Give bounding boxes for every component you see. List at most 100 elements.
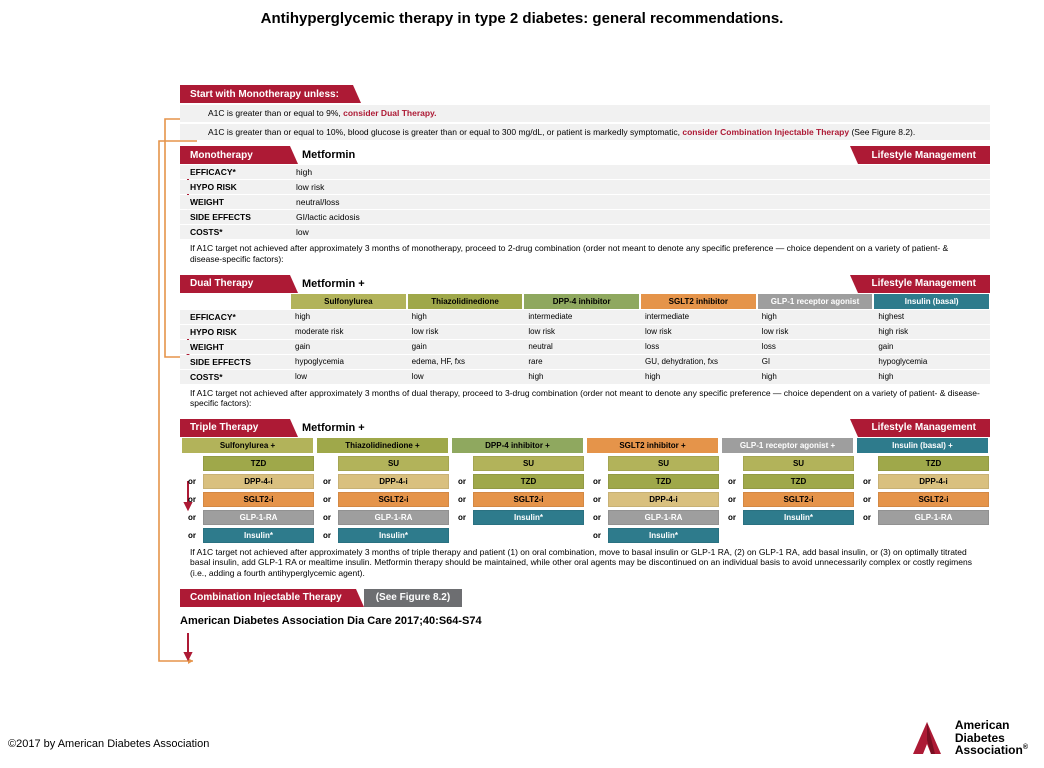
triple-pill: SU [338,456,449,471]
mono-row: COSTS*low [180,225,990,239]
triple-pill: GLP-1-RA [203,510,314,525]
dual-cell: highest [874,310,989,324]
dual-cell: hypoglycemia [874,355,989,369]
or-label: or [856,513,878,522]
triple-pill: Insulin* [473,510,584,525]
triple-chip: orGLP-1-RA [181,510,314,525]
triple-chip: orSGLT2-i [856,492,989,507]
mono-note: If A1C target not achieved after approxi… [180,239,990,268]
triple-row: orInsulin*orInsulin*orInsulin* [180,526,990,543]
mono-drug: Metformin [290,146,367,164]
or-label: or [316,495,338,504]
or-label: or [586,477,608,486]
dual-cell: edema, HF, fxs [408,355,523,369]
start-bullet-2: A1C is greater than or equal to 10%, blo… [180,124,990,141]
or-label: or [451,495,473,504]
triple-pill: GLP-1-RA [338,510,449,525]
triple-chip: orSGLT2-i [316,492,449,507]
triple-col-head: DPP-4 inhibitor + [452,438,583,453]
ada-logo-icon [907,718,947,758]
dual-cell: rare [524,355,639,369]
mono-row-value: neutral/loss [290,195,990,209]
bullet2a: A1C is greater than or equal to 10%, blo… [208,127,682,137]
citation: American Diabetes Association Dia Care 2… [180,615,990,627]
triple-chip: SU [451,456,584,471]
dual-cell: low [291,370,406,384]
triple-chip: orDPP-4-i [856,474,989,489]
dual-cell: high [758,370,873,384]
or-label: or [316,531,338,540]
triple-head-row: Sulfonylurea +Thiazolidinedione +DPP-4 i… [180,438,990,453]
triple-base: Metformin + [290,419,377,437]
triple-pill: SGLT2-i [743,492,854,507]
triple-note: If A1C target not achieved after approxi… [180,543,990,583]
logo3: Association [955,743,1023,757]
ada-logo-text: American Diabetes Association® [955,719,1028,757]
triple-row: TZDSUSUSUSUTZD [180,454,990,471]
bullet1a: A1C is greater than or equal to 9%, [208,108,343,118]
triple-col-head: SGLT2 inhibitor + [587,438,718,453]
triple-chip: SU [721,456,854,471]
triple-pill: TZD [878,456,989,471]
or-label: or [586,531,608,540]
dual-cell: loss [758,340,873,354]
triple-pill: SGLT2-i [878,492,989,507]
dual-cell: loss [641,340,756,354]
dual-row-label: SIDE EFFECTS [180,355,290,369]
triple-lifestyle: Lifestyle Management [858,419,990,437]
triple-col-head: GLP-1 receptor agonist + [722,438,853,453]
start-header: Start with Monotherapy unless: [180,85,990,103]
dual-cell: intermediate [524,310,639,324]
bullet1b: consider Dual Therapy. [343,108,436,118]
dual-drug-chip: Insulin (basal) [874,294,989,309]
triple-pill: DPP-4-i [338,474,449,489]
triple-pill: SU [608,456,719,471]
mono-lifestyle: Lifestyle Management [858,146,990,164]
dual-hdr-label: Dual Therapy [180,275,290,293]
or-label: or [181,477,203,486]
or-label: or [181,531,203,540]
bullet2c: (See Figure 8.2). [849,127,915,137]
dual-cell: gain [291,340,406,354]
mono-row-label: COSTS* [180,225,290,239]
mono-row-value: GI/lactic acidosis [290,210,990,224]
dual-cell: neutral [524,340,639,354]
triple-chip: orDPP-4-i [316,474,449,489]
dual-cell: gain [408,340,523,354]
triple-chip: orTZD [586,474,719,489]
mono-row: HYPO RISKlow risk [180,180,990,194]
dual-cell: gain [874,340,989,354]
triple-chip: orDPP-4-i [181,474,314,489]
dual-row-label: EFFICACY* [180,310,290,324]
triple-chip: orSGLT2-i [721,492,854,507]
dual-cell: high risk [874,325,989,339]
triple-chip: orGLP-1-RA [316,510,449,525]
triple-pill: SU [473,456,584,471]
triple-chip: orInsulin* [586,528,719,543]
dual-cell: intermediate [641,310,756,324]
mono-row-value: high [290,165,990,179]
ada-logo: American Diabetes Association® [907,718,1028,758]
dual-row-label: HYPO RISK [180,325,290,339]
mono-row-label: HYPO RISK [180,180,290,194]
triple-col-head: Insulin (basal) + [857,438,988,453]
dual-cell: moderate risk [291,325,406,339]
triple-chip: SU [586,456,719,471]
dual-row: WEIGHTgaingainneutrallosslossgain [180,340,990,354]
dual-drug-chip: Sulfonylurea [291,294,406,309]
mono-row-value: low risk [290,180,990,194]
triple-pill: Insulin* [338,528,449,543]
or-label: or [721,495,743,504]
triple-chip: orSGLT2-i [451,492,584,507]
or-label: or [856,477,878,486]
triple-chip: orGLP-1-RA [586,510,719,525]
dual-drug-head: SulfonylureaThiazolidinedioneDPP-4 inhib… [180,294,990,309]
triple-row: orSGLT2-iorSGLT2-iorSGLT2-iorDPP-4-iorSG… [180,490,990,507]
or-label: or [721,477,743,486]
or-label: or [451,477,473,486]
triple-pill: SGLT2-i [473,492,584,507]
triple-pill: GLP-1-RA [608,510,719,525]
mono-row-label: EFFICACY* [180,165,290,179]
triple-col-head: Thiazolidinedione + [317,438,448,453]
dual-cell: high [291,310,406,324]
